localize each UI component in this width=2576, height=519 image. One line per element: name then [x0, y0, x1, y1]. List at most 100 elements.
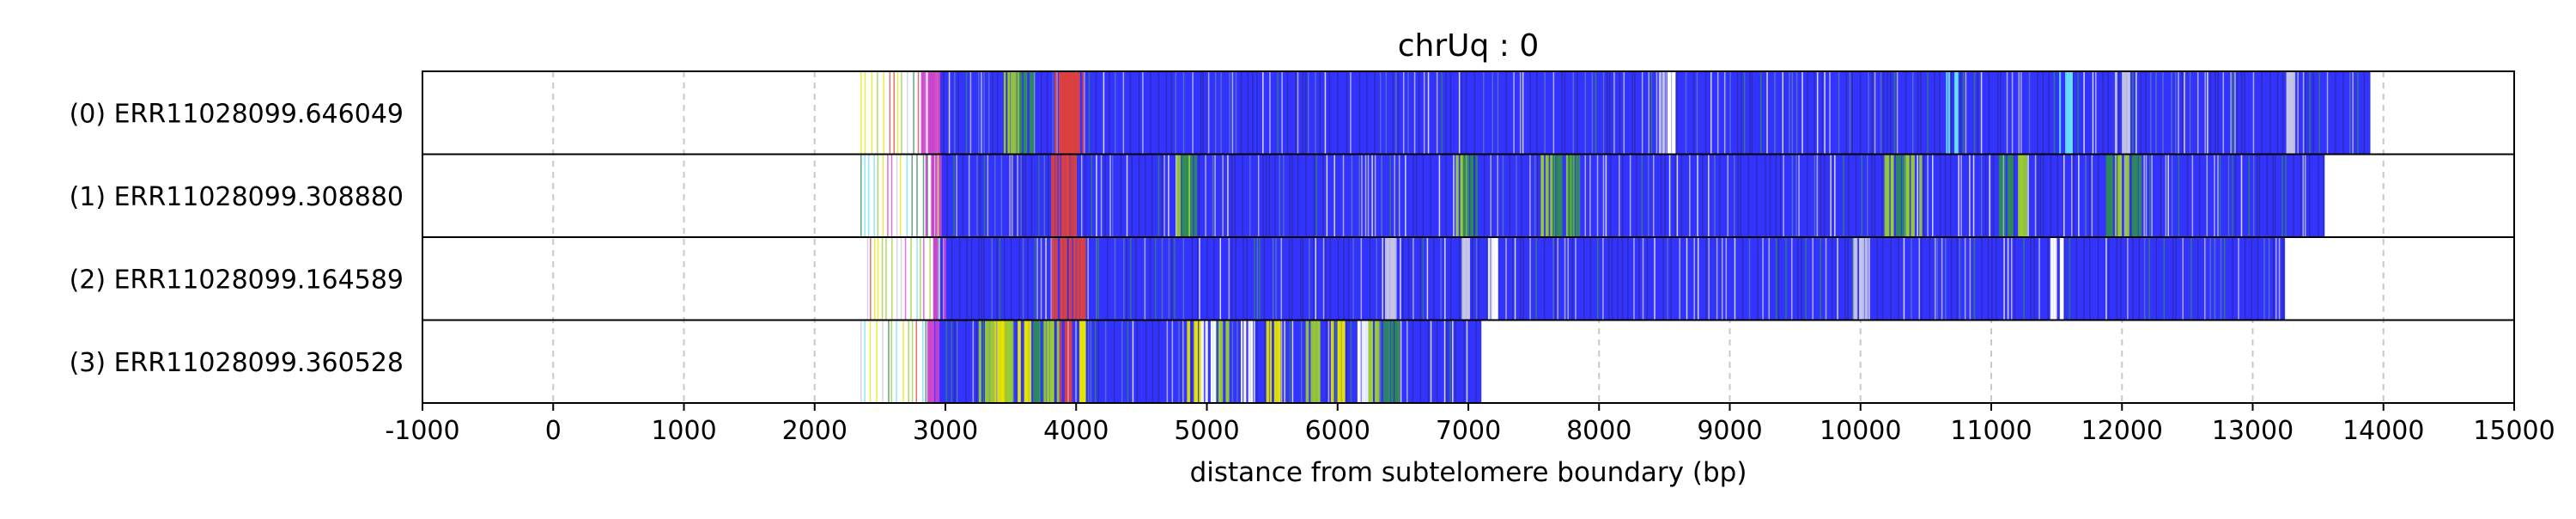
read-feature [935, 321, 938, 402]
read-segment [2149, 155, 2151, 236]
read-segment [1751, 72, 1753, 154]
read-segment [2281, 238, 2284, 320]
read-feature [939, 155, 942, 236]
read-feature [1068, 238, 1072, 320]
read-segment [1009, 155, 1011, 236]
read-feature [1896, 155, 1899, 236]
read-feature [1199, 321, 1202, 402]
read-feature [1886, 155, 1890, 236]
read-segment [882, 321, 884, 402]
read-segment [2165, 155, 2167, 236]
read-segment [1596, 238, 1599, 320]
read-feature [1075, 72, 1078, 154]
read-feature [1365, 321, 1369, 402]
read-feature [1273, 321, 1276, 402]
read-feature [1854, 238, 1858, 320]
read-segment [2244, 238, 2246, 320]
read-segment [1220, 72, 1222, 154]
read-feature [1662, 72, 1665, 154]
read-feature [1558, 155, 1561, 236]
read-segment [1236, 321, 1238, 402]
read-segment [2132, 72, 2134, 154]
read-segment [1329, 238, 1331, 320]
read-feature [1901, 155, 1905, 236]
read-segment [1934, 72, 1935, 154]
read-segment [1801, 72, 1803, 154]
read-segment [1522, 72, 1524, 154]
read-feature [1341, 321, 1346, 402]
read-segment [1230, 155, 1233, 236]
read-segment [1814, 155, 1816, 236]
read-segment [1838, 72, 1840, 154]
read-segment [1413, 72, 1416, 154]
read-segment [1389, 155, 1391, 236]
read-segment [1419, 321, 1422, 402]
read-segment [1917, 155, 1918, 236]
read-segment [1145, 155, 1146, 236]
read-segment [1917, 72, 1919, 154]
read-segment [1277, 72, 1279, 154]
read-segment [1350, 72, 1352, 154]
read-segment [1175, 72, 1177, 154]
read-segment [956, 155, 957, 236]
read-feature [2124, 155, 2128, 236]
read-segment [1848, 155, 1850, 236]
read-segment [1519, 72, 1522, 154]
read-segment [2278, 238, 2281, 320]
read-segment [1741, 72, 1742, 154]
read-segment [2232, 238, 2233, 320]
read-segment [1893, 72, 1896, 154]
read-segment [867, 155, 870, 236]
read-segment [2078, 155, 2080, 236]
read-segment [1881, 238, 1884, 320]
read-segment [1465, 72, 1467, 154]
read-segment [1890, 72, 1892, 154]
read-segment [1662, 238, 1664, 320]
read-segment [2274, 155, 2276, 236]
read-segment [1096, 155, 1097, 236]
read-segment [2215, 72, 2216, 154]
read-segment [1529, 238, 1531, 320]
read-segment [1748, 238, 1751, 320]
read-segment [2136, 72, 2137, 154]
read-segment [2117, 72, 2120, 154]
read-segment [1441, 72, 1443, 154]
read-segment [1602, 155, 1605, 236]
read-feature [1072, 238, 1075, 320]
read-segment [1361, 155, 1363, 236]
read-segment [2318, 72, 2320, 154]
read-segment [1591, 72, 1594, 154]
read-feature [1008, 321, 1012, 402]
read-segment [2102, 72, 2104, 154]
read-segment [1151, 155, 1153, 236]
read-segment [1337, 72, 1339, 154]
read-segment [1302, 238, 1304, 320]
read-segment [911, 155, 913, 236]
read-feature [1043, 321, 1047, 402]
read-segment [1589, 238, 1592, 320]
read-segment [1989, 155, 1991, 236]
read-segment [1708, 238, 1710, 320]
read-segment [996, 72, 999, 154]
read-segment [1760, 72, 1762, 154]
read-segment [1685, 72, 1687, 154]
read-segment [1905, 72, 1907, 154]
read-segment [1595, 72, 1597, 154]
read-segment [1126, 238, 1127, 320]
read-segment [1446, 321, 1448, 402]
read-segment [1130, 238, 1132, 320]
read-segment [1714, 155, 1716, 236]
read-segment [2196, 72, 2199, 154]
read-segment [1650, 72, 1653, 154]
read-segment [860, 321, 862, 402]
read-segment [1038, 155, 1040, 236]
read-segment [1736, 72, 1739, 154]
read-segment [1783, 155, 1784, 236]
read-feature [1073, 238, 1077, 320]
read-segment [1327, 321, 1330, 402]
read-feature [1226, 321, 1230, 402]
read-segment [1652, 155, 1655, 236]
read-track [866, 238, 2287, 320]
read-segment [1845, 72, 1848, 154]
